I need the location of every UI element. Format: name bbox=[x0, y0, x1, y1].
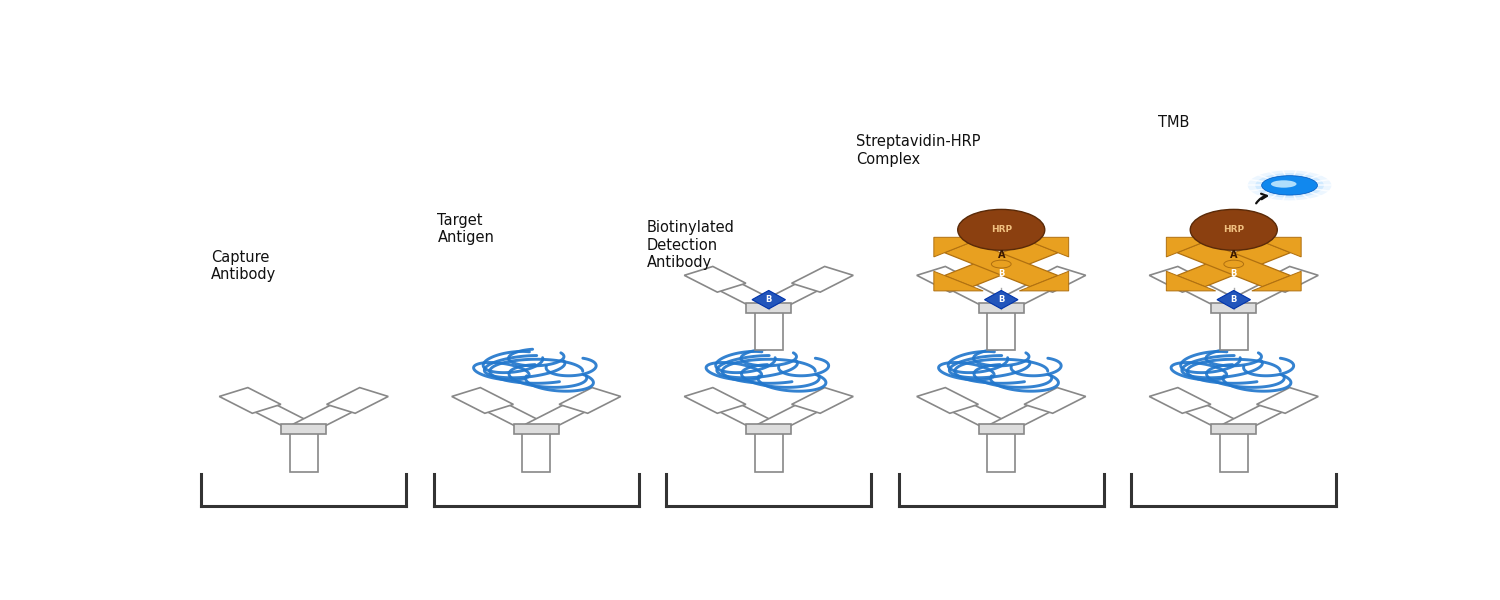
Ellipse shape bbox=[957, 209, 1046, 250]
Polygon shape bbox=[936, 276, 1013, 310]
Polygon shape bbox=[792, 266, 853, 292]
Polygon shape bbox=[525, 397, 602, 431]
Ellipse shape bbox=[1190, 209, 1278, 250]
Polygon shape bbox=[916, 388, 978, 413]
Text: Target
Antigen: Target Antigen bbox=[438, 213, 495, 245]
Polygon shape bbox=[327, 388, 388, 413]
Polygon shape bbox=[219, 388, 280, 413]
Polygon shape bbox=[282, 424, 326, 434]
Polygon shape bbox=[1222, 276, 1299, 310]
Polygon shape bbox=[1020, 238, 1068, 257]
Circle shape bbox=[992, 260, 1011, 268]
Text: B: B bbox=[765, 295, 772, 304]
Text: Capture
Antibody: Capture Antibody bbox=[210, 250, 276, 282]
Text: TMB: TMB bbox=[1158, 115, 1190, 130]
Polygon shape bbox=[1220, 428, 1248, 472]
Polygon shape bbox=[758, 276, 834, 310]
Text: Streptavidin-HRP
Complex: Streptavidin-HRP Complex bbox=[856, 134, 981, 167]
Polygon shape bbox=[560, 388, 621, 413]
Polygon shape bbox=[792, 388, 853, 413]
Polygon shape bbox=[1149, 266, 1210, 292]
Polygon shape bbox=[1252, 271, 1300, 291]
Polygon shape bbox=[1020, 271, 1068, 291]
Text: B: B bbox=[1230, 295, 1238, 304]
Polygon shape bbox=[987, 307, 1016, 350]
Polygon shape bbox=[754, 307, 783, 350]
Ellipse shape bbox=[1270, 180, 1296, 188]
Polygon shape bbox=[1257, 388, 1318, 413]
Polygon shape bbox=[916, 266, 978, 292]
Polygon shape bbox=[1178, 242, 1290, 287]
Ellipse shape bbox=[1263, 176, 1317, 195]
Polygon shape bbox=[980, 424, 1023, 434]
Ellipse shape bbox=[1269, 178, 1310, 193]
Polygon shape bbox=[984, 290, 1018, 309]
Text: A: A bbox=[998, 250, 1005, 260]
Polygon shape bbox=[945, 242, 1058, 287]
Polygon shape bbox=[704, 276, 780, 310]
Polygon shape bbox=[758, 397, 834, 431]
Polygon shape bbox=[522, 428, 550, 472]
Polygon shape bbox=[1222, 397, 1299, 431]
Polygon shape bbox=[752, 290, 786, 309]
Polygon shape bbox=[1257, 266, 1318, 292]
Polygon shape bbox=[471, 397, 548, 431]
Polygon shape bbox=[945, 242, 1058, 287]
Polygon shape bbox=[990, 397, 1066, 431]
Polygon shape bbox=[238, 397, 315, 431]
Polygon shape bbox=[1167, 271, 1215, 291]
Polygon shape bbox=[1178, 242, 1290, 287]
Polygon shape bbox=[934, 271, 982, 291]
Text: HRP: HRP bbox=[1222, 226, 1245, 235]
Polygon shape bbox=[292, 397, 369, 431]
Polygon shape bbox=[1252, 238, 1300, 257]
Polygon shape bbox=[1168, 276, 1245, 310]
Polygon shape bbox=[747, 424, 790, 434]
Polygon shape bbox=[1168, 397, 1245, 431]
Polygon shape bbox=[704, 397, 780, 431]
Polygon shape bbox=[1167, 238, 1215, 257]
Polygon shape bbox=[936, 397, 1013, 431]
Circle shape bbox=[1224, 260, 1244, 268]
Polygon shape bbox=[980, 302, 1023, 313]
Text: B: B bbox=[998, 269, 1005, 278]
Text: HRP: HRP bbox=[990, 226, 1012, 235]
Polygon shape bbox=[1220, 307, 1248, 350]
Polygon shape bbox=[684, 388, 746, 413]
Polygon shape bbox=[1216, 290, 1251, 309]
Polygon shape bbox=[754, 428, 783, 472]
Polygon shape bbox=[1212, 424, 1255, 434]
Polygon shape bbox=[514, 424, 558, 434]
Polygon shape bbox=[747, 302, 790, 313]
Polygon shape bbox=[1149, 388, 1210, 413]
Text: B: B bbox=[998, 295, 1005, 304]
Polygon shape bbox=[990, 276, 1066, 310]
Polygon shape bbox=[1024, 388, 1086, 413]
Ellipse shape bbox=[1262, 176, 1317, 195]
Ellipse shape bbox=[1256, 173, 1324, 197]
Text: B: B bbox=[1230, 269, 1238, 278]
Polygon shape bbox=[684, 266, 746, 292]
Polygon shape bbox=[1212, 302, 1255, 313]
Text: Biotinylated
Detection
Antibody: Biotinylated Detection Antibody bbox=[646, 220, 735, 270]
Polygon shape bbox=[452, 388, 513, 413]
Text: A: A bbox=[1230, 250, 1238, 260]
Polygon shape bbox=[290, 428, 318, 472]
Polygon shape bbox=[934, 238, 982, 257]
Polygon shape bbox=[987, 428, 1016, 472]
Ellipse shape bbox=[1248, 170, 1332, 200]
Polygon shape bbox=[1024, 266, 1086, 292]
